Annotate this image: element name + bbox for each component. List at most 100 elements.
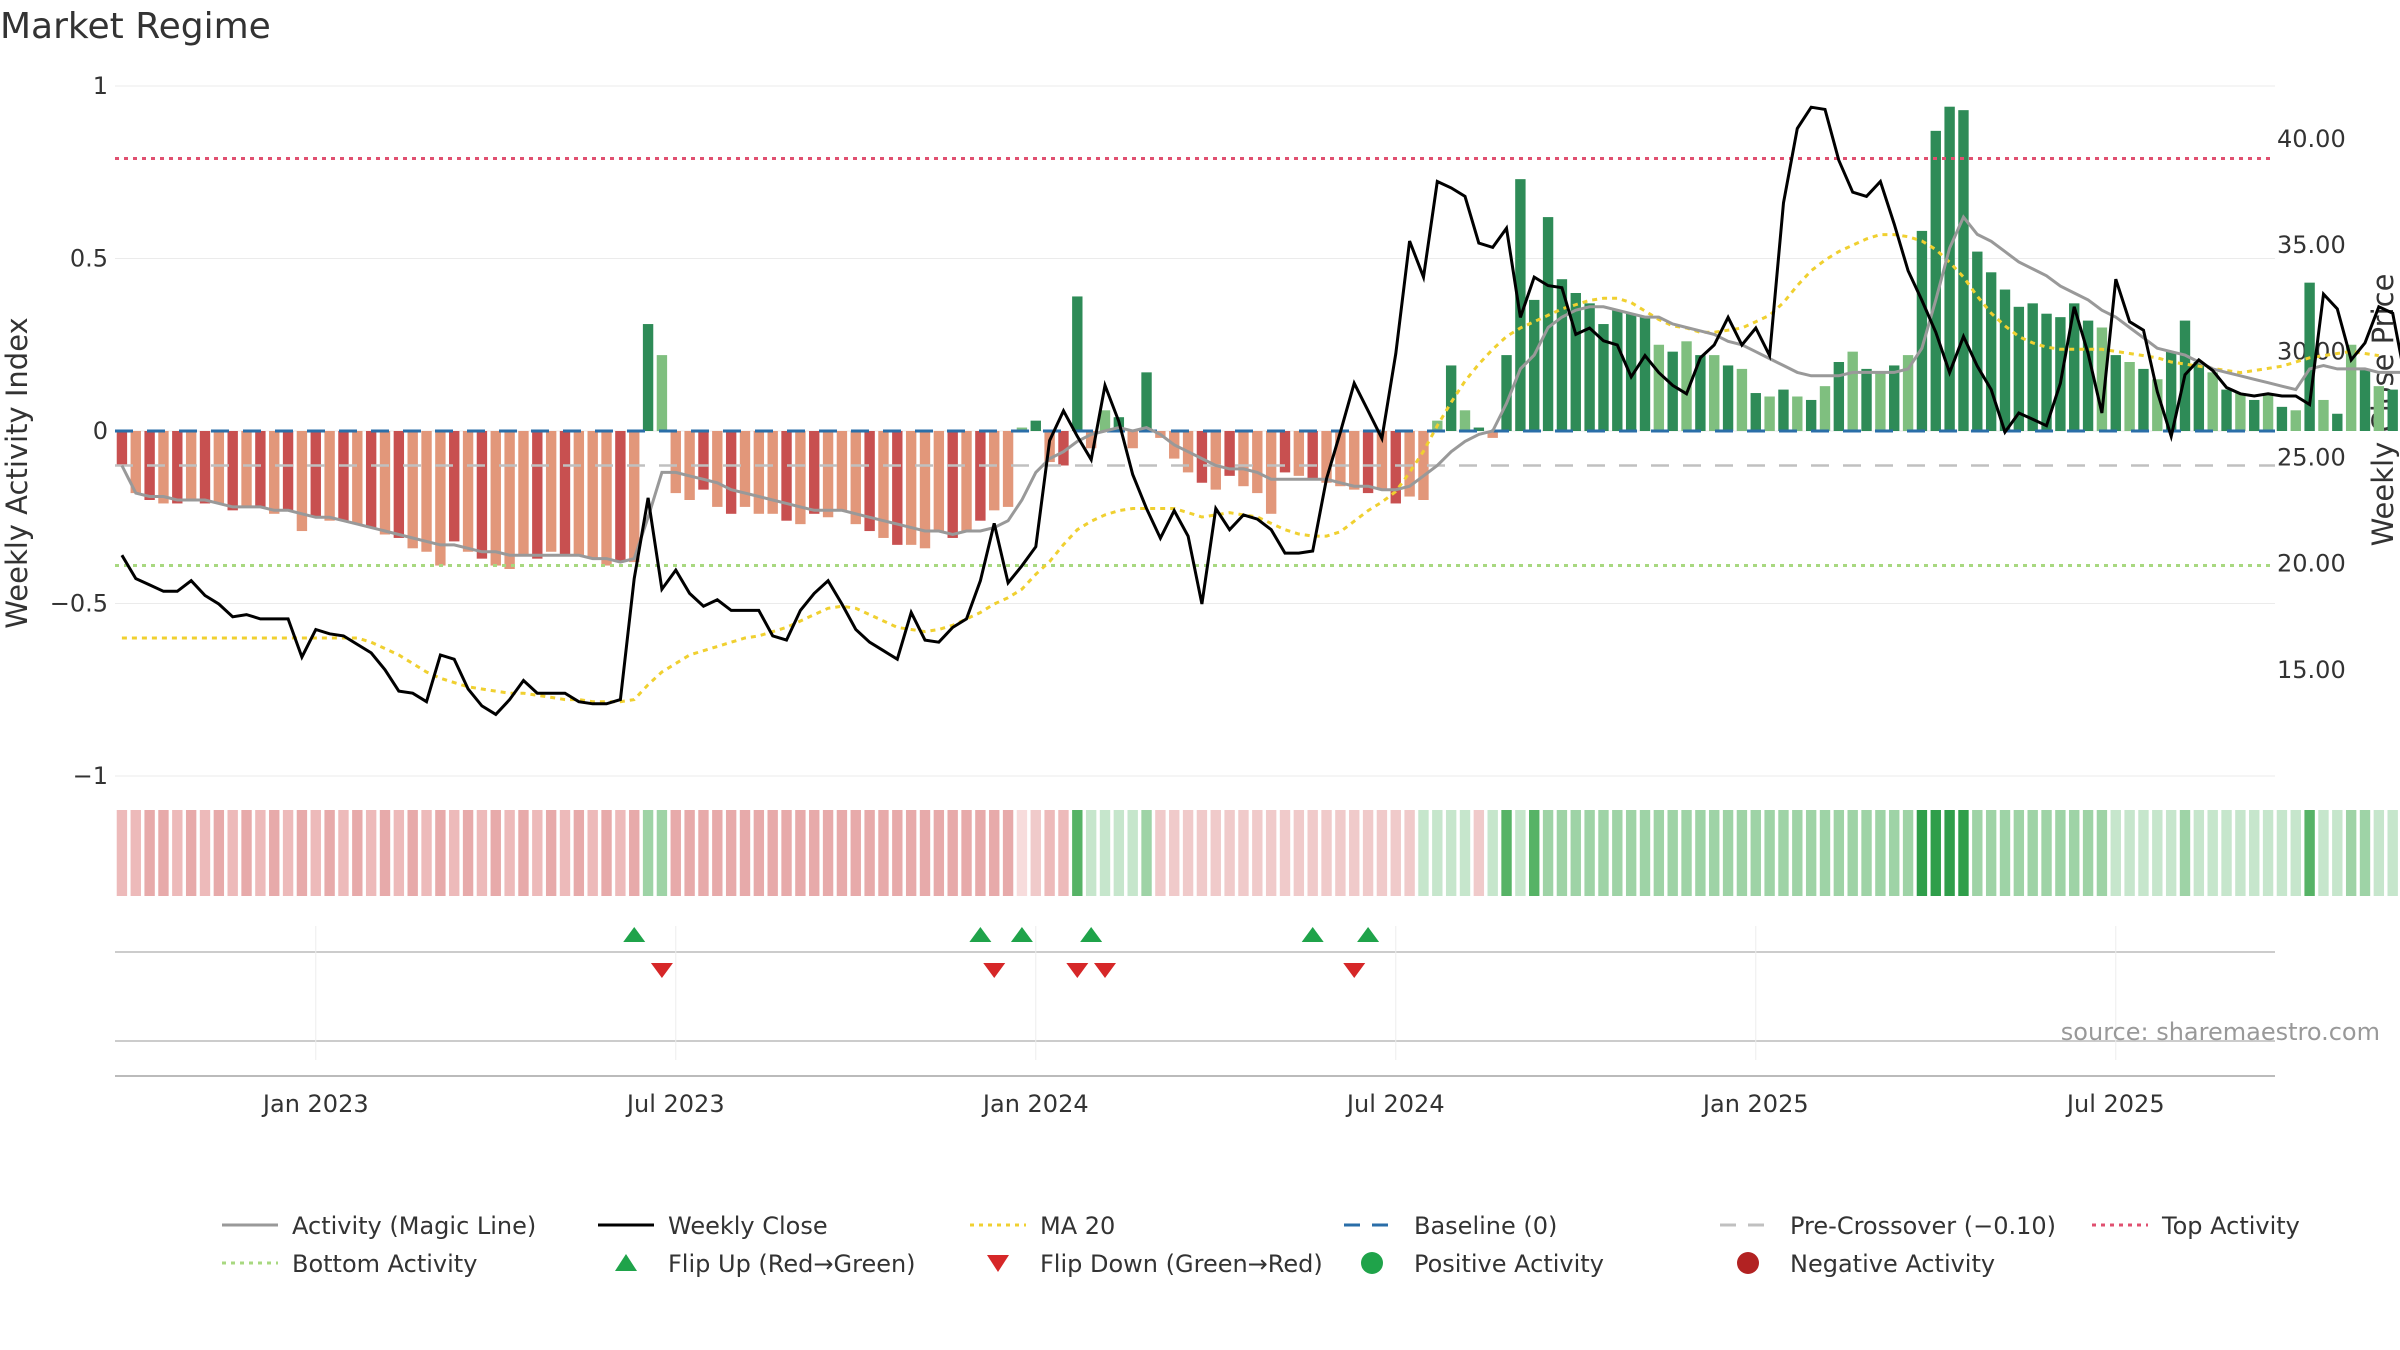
regime-strip-cell — [1127, 810, 1138, 896]
regime-strip-cell — [1141, 810, 1152, 896]
regime-strip-cell — [1778, 810, 1789, 896]
activity-bar — [1238, 431, 1249, 487]
activity-bar — [2318, 399, 2329, 431]
activity-bar — [822, 431, 834, 518]
regime-strip-cell — [324, 810, 335, 896]
activity-bar — [1265, 431, 1277, 514]
activity-bar — [1681, 341, 1692, 431]
activity-bar — [795, 431, 806, 525]
regime-strip-cell — [2304, 810, 2315, 896]
legend-item-label: Positive Activity — [1414, 1250, 1604, 1278]
activity-bar — [1847, 351, 1858, 431]
activity-bar — [1819, 386, 1831, 431]
activity-bar — [1639, 317, 1651, 431]
regime-strip-cell — [379, 810, 391, 896]
regime-strip-cell — [1058, 810, 1069, 896]
regime-strip-cell — [2082, 810, 2094, 896]
activity-bar — [1833, 362, 1845, 431]
regime-strip-cell — [2013, 810, 2025, 896]
activity-bar — [725, 431, 737, 514]
regime-strip-cell — [2318, 810, 2329, 896]
regime-strip-cell — [1736, 810, 1748, 896]
regime-strip-cell — [144, 810, 155, 896]
activity-bar — [504, 431, 515, 569]
activity-bar — [1667, 351, 1678, 431]
regime-strip-cell — [781, 810, 792, 896]
activity-bar — [2262, 393, 2274, 431]
activity-bar — [2332, 413, 2343, 431]
regime-strip-cell — [2249, 810, 2260, 896]
regime-strip-cell — [2359, 810, 2371, 896]
activity-bar — [1445, 365, 1457, 431]
legend-item-label: Baseline (0) — [1414, 1212, 1557, 1240]
x-axis: Jan 2023 Jul 2023 Jan 2024 Jul 2024 Jan 2025… — [115, 926, 2275, 1118]
regime-strip-cell — [199, 810, 211, 896]
activity-bar — [1792, 396, 1803, 431]
regime-strip-cell — [1072, 810, 1083, 896]
activity-bar — [518, 431, 529, 556]
activity-bar — [2345, 344, 2357, 431]
regime-strip-cell — [490, 810, 501, 896]
regime-strip-cell — [1639, 810, 1651, 896]
activity-bar — [684, 431, 695, 500]
activity-bar — [1985, 272, 1997, 431]
regime-strip-cell — [892, 810, 903, 896]
regime-strip-cell — [1916, 810, 1928, 896]
activity-bar — [255, 431, 266, 507]
regime-strip-cell — [2373, 810, 2385, 896]
activity-bar — [2165, 351, 2177, 431]
flip-up-marker — [1357, 927, 1380, 942]
activity-bar — [1653, 344, 1665, 431]
activity-bar — [1224, 431, 1235, 476]
y-left-tick-label: 0.5 — [70, 245, 108, 273]
regime-strip-cell — [947, 810, 958, 896]
regime-strip-cell — [1792, 810, 1803, 896]
regime-strip-cell — [365, 810, 377, 896]
weekly-close-line — [120, 105, 2400, 717]
regime-strip-cell — [1002, 810, 1014, 896]
activity-bar — [933, 431, 945, 532]
activity-bar — [615, 431, 626, 563]
regime-strip-cell — [1653, 810, 1665, 896]
y-right-tick-label: 40.00 — [2277, 125, 2346, 153]
regime-strip-cell — [1349, 810, 1360, 896]
activity-bar — [1016, 427, 1028, 431]
y-right-tick-label: 25.00 — [2277, 444, 2346, 472]
activity-bar — [116, 431, 128, 466]
regime-strip-cell — [532, 810, 543, 896]
activity-bar — [587, 431, 598, 559]
flip-up-marker — [623, 927, 646, 942]
regime-strip-cell — [2138, 810, 2149, 896]
regime-strip-cell — [1930, 810, 1941, 896]
activity-bar — [1307, 431, 1318, 480]
activity-bar — [2013, 306, 2025, 431]
regime-strip-cell — [919, 810, 931, 896]
legend-swatch — [615, 1254, 637, 1271]
activity-bar — [2055, 317, 2066, 431]
regime-strip-cell — [1764, 810, 1775, 896]
activity-bar — [1072, 296, 1083, 431]
regime-strip-cell — [767, 810, 778, 896]
activity-bar — [1805, 399, 1817, 431]
regime-strip-cell — [545, 810, 557, 896]
regime-strip-cell — [2124, 810, 2135, 896]
activity-bar — [1501, 355, 1512, 431]
activity-bar — [2290, 410, 2301, 431]
activity-bar — [864, 431, 875, 532]
flip-up-marker — [1301, 927, 1324, 942]
activity-bar — [2235, 393, 2246, 431]
activity-bar — [1404, 431, 1415, 497]
regime-strip-cell — [989, 810, 1000, 896]
flip-markers-panel — [115, 927, 2275, 1042]
regime-strip-cell — [1030, 810, 1041, 896]
x-tick-label: Jan 2025 — [1701, 1090, 1809, 1118]
regime-strip-cell — [338, 810, 349, 896]
flip-down-marker — [1066, 963, 1089, 978]
regime-strip-cell — [2290, 810, 2301, 896]
regime-strip-cell — [1999, 810, 2011, 896]
activity-bar — [1875, 372, 1886, 431]
y-left-tick-label: −0.5 — [50, 590, 108, 618]
activity-bar — [1487, 431, 1498, 438]
x-tick-label: Jan 2023 — [261, 1090, 369, 1118]
regime-strip-cell — [1252, 810, 1263, 896]
